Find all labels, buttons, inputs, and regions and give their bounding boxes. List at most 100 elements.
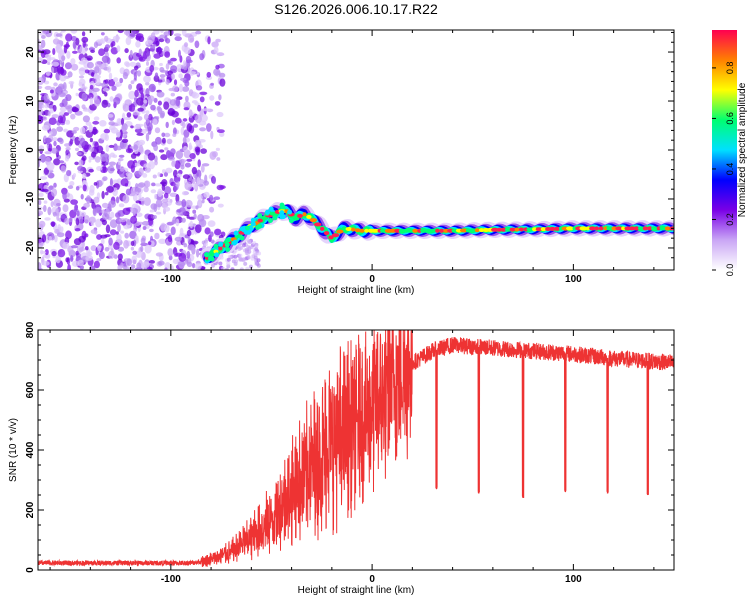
ridge-peak xyxy=(306,214,312,219)
noise-blob xyxy=(194,114,202,124)
noise-blob xyxy=(64,155,70,162)
snr-xlabel: Height of straight line (km) xyxy=(298,585,415,596)
noise-blob xyxy=(50,128,57,137)
ridge-peak xyxy=(435,228,440,233)
noise-blob xyxy=(44,151,52,155)
noise-blob xyxy=(48,131,53,135)
noise-blob xyxy=(166,138,173,145)
noise-blob xyxy=(118,218,127,223)
ridge-peak xyxy=(615,226,623,231)
x-tick-label: 100 xyxy=(565,574,582,585)
ridge-peak xyxy=(328,235,334,240)
noise-blob xyxy=(153,203,158,213)
ridge-peak xyxy=(540,227,547,232)
ridge-clump xyxy=(231,240,237,246)
ridge-clump xyxy=(225,247,231,252)
noise-blob xyxy=(66,50,71,60)
noise-blob xyxy=(108,121,115,126)
noise-blob xyxy=(143,154,148,162)
noise-blob xyxy=(111,41,116,47)
noise-blob xyxy=(59,102,65,108)
ridge-peak xyxy=(429,228,437,233)
noise-blob xyxy=(182,60,187,68)
noise-blob xyxy=(79,211,87,217)
noise-blob xyxy=(174,36,182,42)
noise-blob xyxy=(172,85,179,93)
noise-blob xyxy=(113,97,121,105)
noise-blob xyxy=(164,267,168,270)
noise-blob xyxy=(109,152,115,158)
noise-blob xyxy=(51,188,58,197)
noise-blob xyxy=(190,240,199,245)
noise-blob xyxy=(170,65,178,72)
noise-blob xyxy=(186,158,193,162)
noise-blob xyxy=(53,140,57,147)
noise-blob xyxy=(128,83,133,90)
noise-blob xyxy=(39,32,46,36)
noise-blob xyxy=(150,189,157,194)
noise-blob xyxy=(216,52,225,57)
noise-blob xyxy=(144,167,151,174)
noise-blob xyxy=(38,210,44,216)
ridge-clump xyxy=(287,209,293,215)
noise-blob xyxy=(148,260,155,264)
noise-blob xyxy=(163,31,171,36)
noise-blob xyxy=(43,205,47,212)
noise-blob xyxy=(89,84,94,90)
noise-blob xyxy=(39,176,48,180)
noise-blob xyxy=(110,211,115,219)
noise-blob xyxy=(99,120,107,127)
noise-blob xyxy=(152,118,158,126)
noise-blob xyxy=(123,239,129,249)
noise-blob xyxy=(206,123,212,132)
noise-blob xyxy=(50,221,56,227)
noise-blob xyxy=(82,40,86,48)
noise-blob xyxy=(199,96,205,103)
noise-blob xyxy=(131,255,138,265)
colorbar-ticks: 0.0 0.2 0.4 0.6 0.8 xyxy=(712,62,735,276)
noise-blob xyxy=(108,237,113,246)
noise-blob xyxy=(129,230,137,240)
ridge-peak xyxy=(336,229,344,234)
noise-blob xyxy=(108,207,112,211)
ridge-clump xyxy=(245,225,250,231)
noise-blob xyxy=(156,91,165,98)
noise-blob xyxy=(158,149,165,153)
noise-blob xyxy=(61,30,66,33)
noise-blob xyxy=(62,204,69,213)
noise-blob xyxy=(184,199,193,208)
noise-blob xyxy=(142,221,150,226)
noise-blob xyxy=(193,123,199,128)
ridge-peak xyxy=(470,228,476,233)
noise-blob xyxy=(137,197,146,202)
noise-blob xyxy=(194,40,200,49)
ridge-peak xyxy=(621,226,626,231)
noise-blob xyxy=(171,119,175,126)
noise-blob xyxy=(63,128,68,133)
noise-blob xyxy=(130,240,135,247)
noise-blob xyxy=(66,170,72,177)
noise-blob xyxy=(244,251,249,256)
noise-blob xyxy=(195,224,202,234)
noise-blob xyxy=(239,246,244,250)
noise-blob xyxy=(177,261,186,267)
noise-blob xyxy=(72,173,77,178)
noise-blob xyxy=(101,99,108,108)
ridge-peak xyxy=(594,226,599,231)
x-tick-label: 0 xyxy=(369,574,375,585)
noise-blob xyxy=(53,182,57,188)
noise-blob xyxy=(103,128,111,134)
noise-blob xyxy=(61,55,66,61)
ridge-peak xyxy=(598,226,604,231)
noise-blob xyxy=(58,92,66,98)
noise-blob xyxy=(73,126,80,132)
noise-blob xyxy=(70,199,78,205)
noise-blob xyxy=(175,194,180,203)
noise-blob xyxy=(185,95,189,102)
noise-blob xyxy=(128,90,136,100)
noise-blob xyxy=(56,232,65,238)
noise-blob xyxy=(161,198,169,204)
ridge-peak xyxy=(589,226,596,231)
noise-blob xyxy=(191,92,200,99)
